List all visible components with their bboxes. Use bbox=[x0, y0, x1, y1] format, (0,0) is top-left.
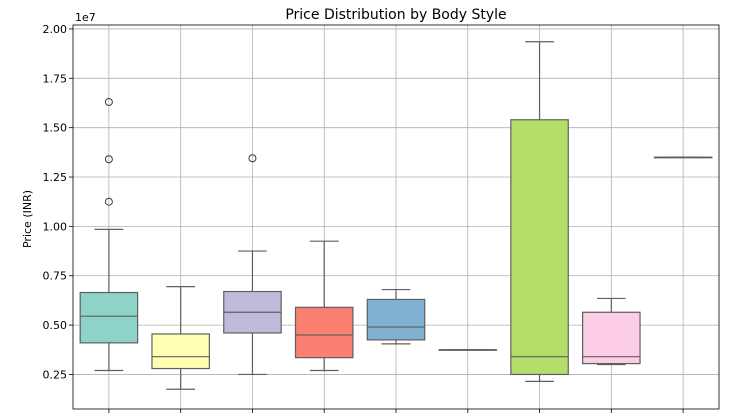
y-tick-label: 2.00 bbox=[43, 23, 68, 36]
plot-area-frame bbox=[72, 24, 720, 410]
box-iqr bbox=[510, 119, 569, 376]
box-group bbox=[294, 240, 354, 372]
box-group bbox=[510, 41, 569, 382]
y-tick-label: 0.25 bbox=[43, 368, 68, 381]
box-iqr bbox=[366, 298, 426, 341]
y-axis-offset-label: 1e7 bbox=[75, 11, 96, 24]
box-group bbox=[582, 297, 641, 366]
y-axis-label: Price (INR) bbox=[21, 190, 34, 248]
y-tick-label: 0.50 bbox=[43, 319, 68, 332]
box-group bbox=[653, 156, 713, 159]
outlier-point bbox=[104, 97, 113, 106]
box-iqr bbox=[294, 306, 354, 359]
box-group bbox=[151, 285, 210, 390]
y-axis-ticks: 0.25 0.50 0.75 1.00 1.25 1.50 1.75 2.00 bbox=[43, 23, 73, 381]
y-tick-label: 1.00 bbox=[43, 220, 68, 233]
grid-lines bbox=[73, 25, 719, 409]
box-iqr bbox=[151, 333, 210, 370]
y-tick-label: 1.25 bbox=[43, 171, 68, 184]
box-iqr bbox=[79, 291, 139, 344]
y-tick-label: 0.75 bbox=[43, 270, 68, 283]
outlier-point bbox=[104, 155, 113, 164]
y-tick-label: 1.50 bbox=[43, 122, 68, 135]
boxes bbox=[79, 41, 713, 390]
box-group bbox=[79, 97, 139, 372]
chart-title: Price Distribution by Body Style bbox=[285, 7, 506, 23]
y-tick-label: 1.75 bbox=[43, 72, 68, 85]
box-iqr bbox=[582, 311, 641, 365]
box-group bbox=[366, 288, 426, 345]
outlier-point bbox=[248, 154, 257, 163]
box-group bbox=[438, 349, 498, 351]
outlier-point bbox=[104, 197, 113, 206]
x-axis-ticks bbox=[108, 409, 684, 413]
box-group bbox=[223, 154, 282, 376]
